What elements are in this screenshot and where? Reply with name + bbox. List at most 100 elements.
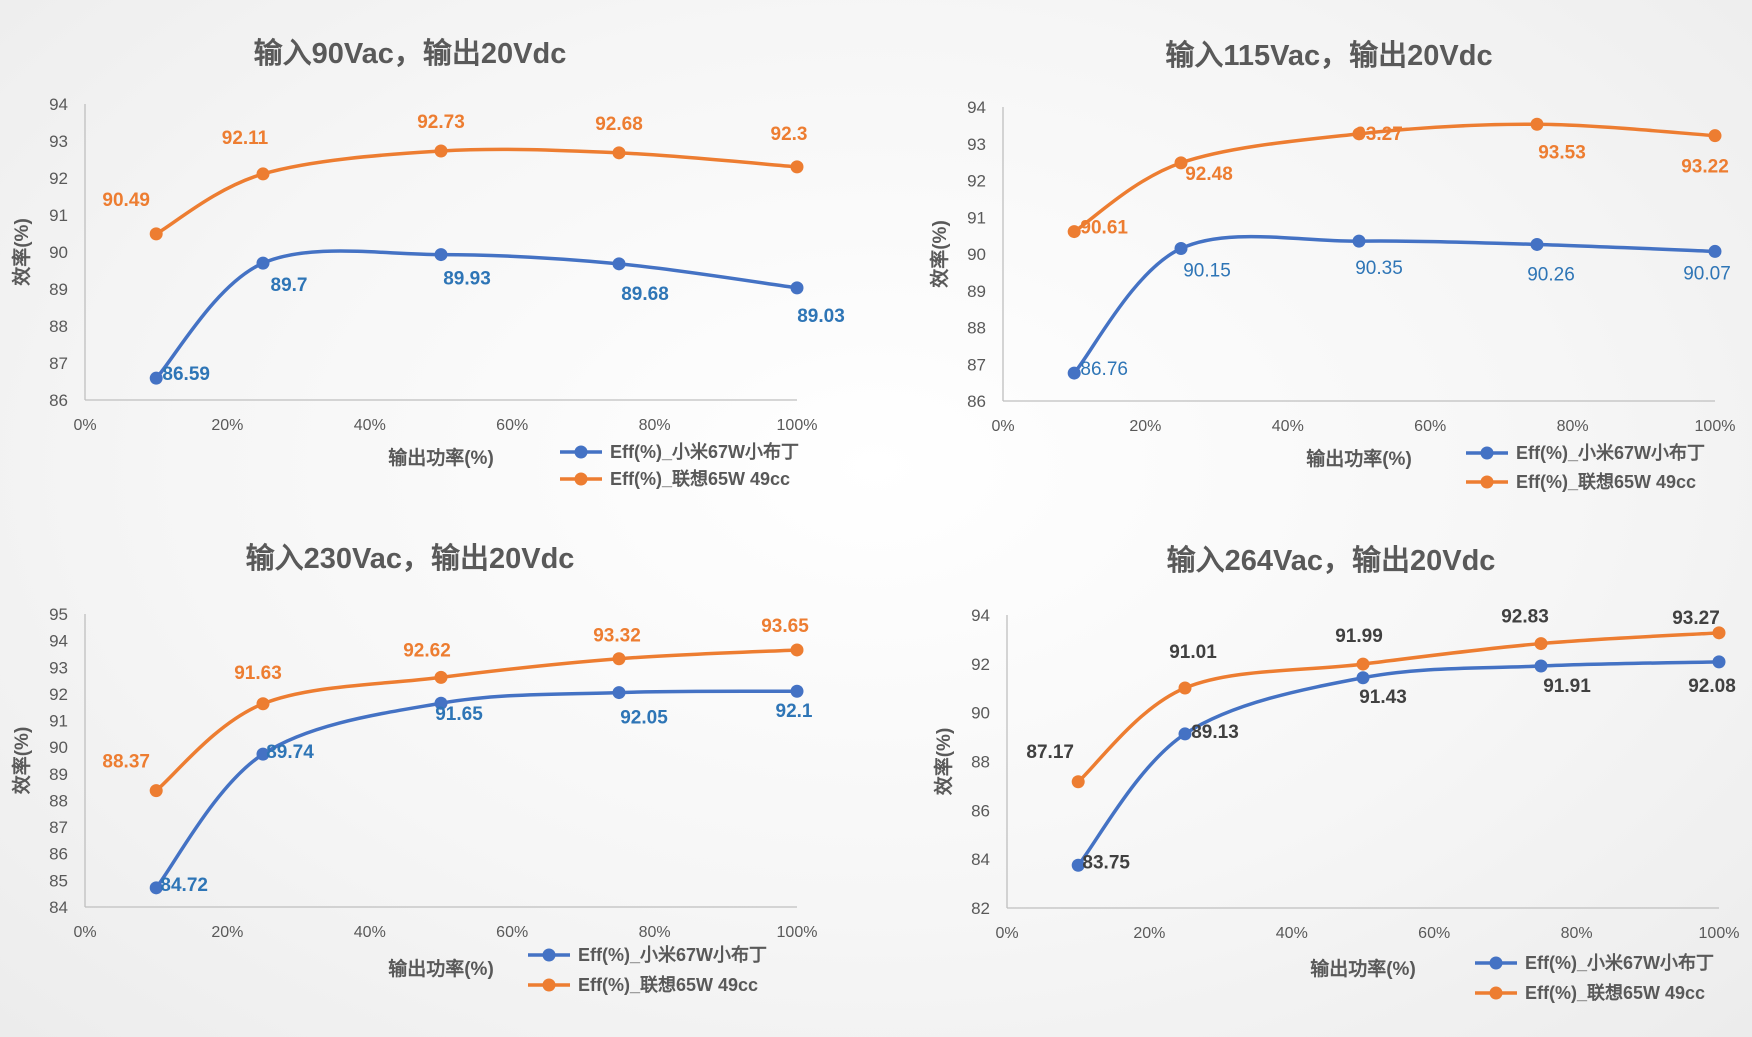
chart-panel-3: 输入230Vac，输出20Vdc 84 85 86 87 88 89 90 91 92 93 94 95… [10, 541, 817, 995]
legend-label: Eff(%)_小米67W小布丁 [610, 441, 799, 462]
data-point [1530, 237, 1544, 251]
x-tick-label: 80% [1561, 925, 1593, 942]
y-tick-label: 92 [49, 169, 68, 188]
y-tick-label: 91 [49, 206, 68, 225]
data-label: 89.93 [443, 269, 491, 290]
data-point [149, 227, 163, 241]
data-label: 90.61 [1080, 218, 1128, 239]
data-point [256, 697, 270, 711]
data-label: 91.63 [234, 663, 282, 684]
data-label: 92.68 [595, 114, 643, 135]
y-tick-label: 95 [49, 605, 68, 624]
data-point [256, 167, 270, 181]
data-label: 92.1 [776, 701, 813, 722]
data-label: 92.08 [1688, 676, 1736, 697]
data-point [149, 784, 163, 798]
y-tick-label: 86 [49, 391, 68, 410]
x-tick-label: 60% [1418, 925, 1450, 942]
data-label: 93.65 [761, 616, 809, 637]
data-label: 91.43 [1359, 687, 1407, 708]
chart-panel-2: 输入115Vac，输出20Vdc 86 87 88 89 90 91 92 93 94 0% 20% 4… [928, 38, 1735, 492]
y-tick-label: 88 [49, 317, 68, 336]
data-point [790, 281, 804, 295]
x-tick-label: 40% [354, 417, 386, 434]
x-axis-title: 输出功率(%) [388, 957, 494, 980]
data-point [1352, 234, 1366, 248]
data-label: 93.32 [593, 626, 641, 647]
data-label: 93.27 [1355, 124, 1403, 145]
y-tick-label: 84 [971, 850, 990, 869]
y-tick-label: 88 [971, 753, 990, 772]
data-point [612, 686, 626, 700]
data-point [149, 371, 163, 385]
legend-label: Eff(%)_小米67W小布丁 [578, 944, 767, 965]
data-label: 91.99 [1335, 626, 1383, 647]
x-tick-label: 40% [354, 924, 386, 941]
x-axis-title: 输出功率(%) [1310, 957, 1416, 980]
y-tick-label: 90 [967, 245, 986, 264]
data-label: 83.75 [1082, 852, 1130, 873]
y-tick-label: 90 [971, 704, 990, 723]
data-label: 92.11 [222, 128, 269, 149]
data-point [1071, 775, 1085, 789]
x-tick-label: 20% [1133, 925, 1165, 942]
x-tick-label: 0% [995, 925, 1018, 942]
data-point [612, 257, 626, 271]
y-tick-label: 82 [971, 899, 990, 918]
y-tick-label: 88 [49, 791, 68, 810]
x-tick-label: 100% [1699, 925, 1740, 942]
chart-panel-1: 输入90Vac，输出20Vdc 86 87 88 89 90 91 92 93 94 0% 20% 40… [10, 36, 845, 489]
x-tick-label: 60% [1414, 418, 1446, 435]
chart-title: 输入115Vac，输出20Vdc [1165, 38, 1492, 72]
y-tick-label: 90 [49, 738, 68, 757]
data-label: 90.26 [1527, 264, 1575, 285]
y-tick-label: 87 [49, 818, 68, 837]
x-tick-label: 100% [1695, 418, 1736, 435]
legend-marker [1489, 956, 1503, 970]
y-tick-label: 93 [49, 658, 68, 677]
legend-label: Eff(%)_小米67W小布丁 [1525, 952, 1714, 973]
x-tick-label: 100% [777, 924, 818, 941]
legend-marker [1480, 475, 1494, 489]
legend-label: Eff(%)_联想65W 49cc [578, 974, 758, 995]
data-label: 92.73 [417, 112, 465, 133]
data-label: 90.49 [102, 190, 150, 211]
y-tick-label: 91 [49, 712, 68, 731]
data-label: 89.74 [266, 742, 314, 763]
legend-marker [1489, 986, 1503, 1000]
data-label: 92.83 [1501, 607, 1549, 628]
data-point [1067, 366, 1081, 380]
data-label: 92.05 [620, 708, 668, 729]
series-line-1 [1072, 234, 1717, 375]
data-label: 92.62 [403, 640, 451, 661]
data-point [1178, 727, 1192, 741]
y-tick-label: 88 [967, 319, 986, 338]
data-label: 92.48 [1185, 164, 1233, 185]
data-point [1712, 626, 1726, 640]
data-point [790, 643, 804, 657]
y-tick-label: 89 [49, 765, 68, 784]
x-tick-label: 80% [1557, 418, 1589, 435]
x-tick-label: 0% [73, 924, 96, 941]
chart-title: 输入230Vac，输出20Vdc [246, 541, 575, 575]
data-point [434, 696, 448, 710]
x-tick-label: 60% [496, 924, 528, 941]
legend-label: Eff(%)_联想65W 49cc [1525, 982, 1705, 1003]
data-point [790, 684, 804, 698]
legend-label: Eff(%)_联想65W 49cc [1516, 471, 1696, 492]
data-point [1356, 671, 1370, 685]
legend-marker [542, 948, 556, 962]
y-tick-label: 93 [967, 135, 986, 154]
legend-marker [574, 445, 588, 459]
y-tick-label: 92 [971, 655, 990, 674]
x-axis-title: 输出功率(%) [1306, 447, 1412, 470]
series-line-2 [154, 147, 799, 236]
data-label: 88.37 [102, 752, 150, 773]
data-point [1530, 117, 1544, 131]
x-tick-label: 0% [73, 417, 96, 434]
x-tick-label: 20% [211, 417, 243, 434]
chart-title: 输入264Vac，输出20Vdc [1167, 543, 1496, 577]
data-point [1178, 681, 1192, 695]
data-point [434, 248, 448, 262]
